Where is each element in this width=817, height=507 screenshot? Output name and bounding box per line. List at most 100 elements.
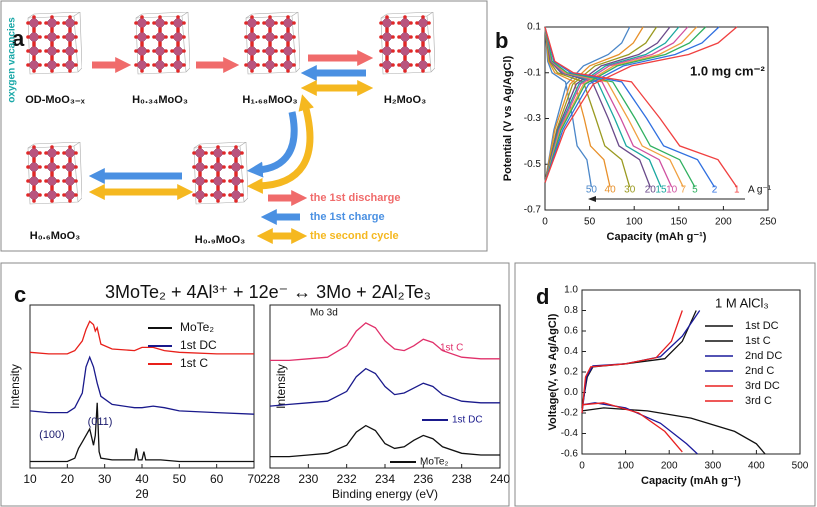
data-line bbox=[270, 322, 500, 362]
legend-label: 2nd DC bbox=[745, 350, 782, 362]
crystal bbox=[25, 12, 82, 75]
x-axis-label: Binding energy (eV) bbox=[332, 487, 438, 501]
rate-label: 5 bbox=[692, 185, 698, 196]
crystal bbox=[133, 12, 190, 75]
series-label: 1st DC bbox=[452, 415, 483, 426]
legend-label: 3rd C bbox=[745, 395, 772, 407]
data-line bbox=[544, 26, 673, 188]
x-tick-label: 500 bbox=[792, 461, 809, 472]
y-tick-label: 0.4 bbox=[564, 346, 578, 357]
x-tick-label: 234 bbox=[375, 472, 395, 486]
charge-line bbox=[544, 26, 644, 183]
legend-label: the 1st discharge bbox=[310, 192, 400, 204]
x-tick-label: 150 bbox=[670, 217, 687, 228]
rate-label: 50 bbox=[586, 185, 598, 196]
y-tick-label: -0.5 bbox=[524, 159, 542, 170]
x-tick-label: 230 bbox=[298, 472, 318, 486]
plot-frame bbox=[544, 26, 769, 211]
legend-label: 3rd DC bbox=[745, 380, 780, 392]
data-line bbox=[581, 402, 683, 453]
x-tick-label: 50 bbox=[173, 472, 187, 486]
crystal bbox=[191, 142, 248, 205]
y-tick-label: -0.1 bbox=[524, 67, 542, 78]
x-axis-label: Capacity (mAh g⁻¹) bbox=[641, 475, 741, 487]
y-tick-label: 0.1 bbox=[527, 22, 541, 33]
legend-label: MoTe₂ bbox=[180, 320, 214, 334]
y-axis-label: Voltage(V, vs Ag/AgCl) bbox=[547, 313, 559, 430]
plot-frame bbox=[29, 304, 255, 469]
x-tick-label: 60 bbox=[210, 472, 224, 486]
legend-label: the 1st charge bbox=[310, 211, 385, 223]
charge-line bbox=[544, 26, 720, 183]
annotation: Mo 3d bbox=[310, 308, 338, 319]
rate-label: 30 bbox=[624, 185, 636, 196]
peak-label: (100) bbox=[39, 429, 65, 441]
x-axis-label: Capacity (mAh g⁻¹) bbox=[607, 231, 707, 243]
x-tick-label: 200 bbox=[715, 217, 732, 228]
panel-a-frame bbox=[0, 0, 488, 252]
x-tick-label: 100 bbox=[617, 461, 634, 472]
x-tick-label: 10 bbox=[23, 472, 37, 486]
legend-label: 1st C bbox=[745, 335, 771, 347]
charge-line bbox=[544, 26, 671, 183]
data-line bbox=[544, 26, 651, 188]
y-tick-label: 1.0 bbox=[564, 285, 578, 296]
panel-c-frame bbox=[0, 262, 510, 507]
equation: 3MoTe₂ + 4Al³⁺ + 12e⁻ ↔ 3Mo + 2Al₂Te₃ bbox=[105, 282, 431, 302]
crystal bbox=[243, 12, 300, 75]
panel-label: d bbox=[536, 284, 549, 309]
x-tick-label: 0 bbox=[579, 461, 585, 472]
rate-unit: A g⁻¹ bbox=[748, 185, 772, 196]
node-label: H₂MoO₃ bbox=[384, 94, 426, 106]
x-tick-label: 200 bbox=[661, 461, 678, 472]
crystal bbox=[25, 142, 82, 205]
x-tick-label: 240 bbox=[490, 472, 510, 486]
y-tick-label: 0.0 bbox=[564, 387, 578, 398]
charge-line bbox=[544, 26, 698, 183]
data-line bbox=[581, 310, 697, 409]
legend-label: 1st DC bbox=[180, 338, 217, 352]
x-tick-label: 30 bbox=[98, 472, 112, 486]
peak-label: (011) bbox=[88, 416, 113, 428]
charge-line bbox=[544, 26, 680, 183]
x-tick-label: 228 bbox=[260, 472, 280, 486]
y-tick-label: 0.8 bbox=[564, 305, 578, 316]
data-line bbox=[544, 26, 684, 188]
x-tick-label: 300 bbox=[704, 461, 721, 472]
vacancy-label: oxygen vacancies bbox=[7, 17, 18, 103]
y-tick-label: 0.6 bbox=[564, 326, 578, 337]
annotation: 1 M AlCl₃ bbox=[715, 295, 769, 310]
charge-line bbox=[544, 26, 689, 183]
y-tick-label: -0.3 bbox=[524, 113, 542, 124]
node-label: H₀.₆MoO₃ bbox=[30, 230, 80, 242]
rate-label: 40 bbox=[605, 185, 617, 196]
y-axis-label: Potential (V vs Ag/AgCl) bbox=[502, 55, 514, 181]
y-tick-label: 0.2 bbox=[564, 367, 578, 378]
x-axis-label: 2θ bbox=[135, 487, 149, 501]
data-line bbox=[30, 402, 254, 463]
y-tick-label: -0.2 bbox=[561, 408, 579, 419]
y-tick-label: -0.6 bbox=[561, 449, 579, 460]
panel-label: a bbox=[12, 26, 25, 51]
charge-line bbox=[544, 26, 631, 183]
x-tick-label: 100 bbox=[626, 217, 643, 228]
crystal bbox=[378, 12, 435, 75]
charge-line bbox=[544, 26, 707, 183]
panel-label: b bbox=[495, 28, 508, 53]
data-line bbox=[581, 407, 766, 455]
y-axis-label: Intensity bbox=[8, 364, 22, 409]
data-line bbox=[544, 26, 738, 188]
x-tick-label: 50 bbox=[584, 217, 596, 228]
data-line bbox=[544, 26, 696, 188]
data-line bbox=[581, 310, 683, 414]
rate-label: 10 bbox=[666, 185, 678, 196]
series-label: 1st C bbox=[440, 343, 463, 354]
panel-d-frame bbox=[514, 262, 816, 507]
legend-label: 2nd C bbox=[745, 365, 774, 377]
rate-label: 15 bbox=[655, 185, 667, 196]
node-label: OD-MoO₃₋ₓ bbox=[25, 94, 85, 106]
legend-label: 1st C bbox=[180, 356, 208, 370]
charge-line bbox=[544, 26, 738, 183]
